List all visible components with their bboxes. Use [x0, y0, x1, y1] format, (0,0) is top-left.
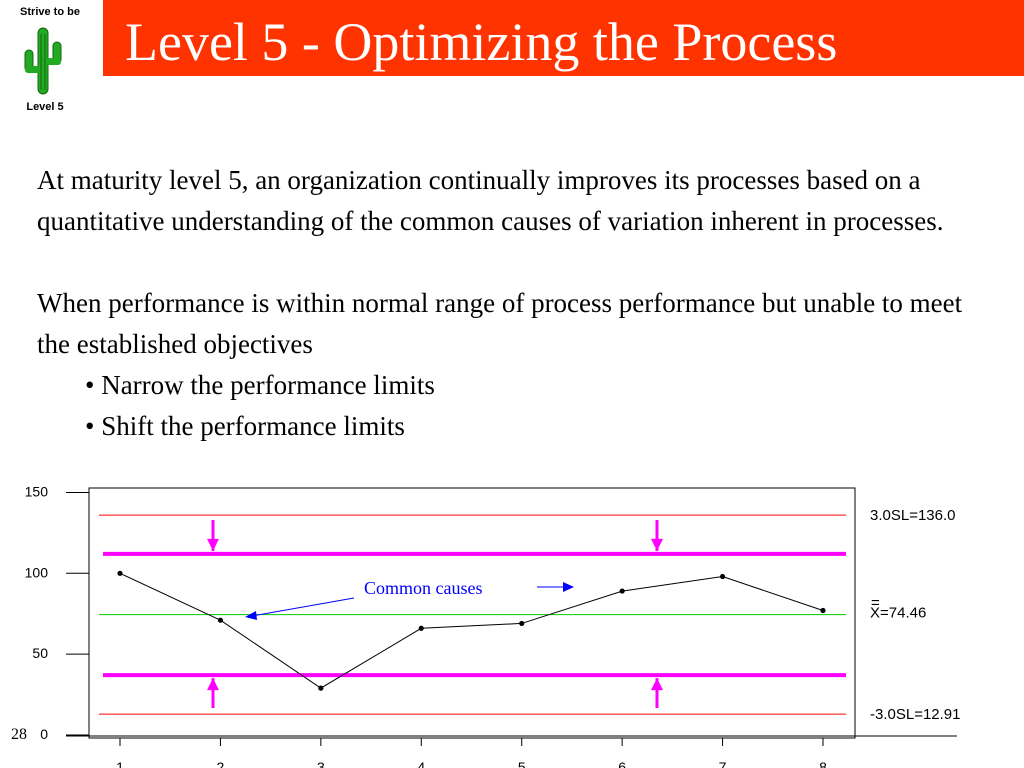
x-tick-label: 3 — [317, 759, 325, 768]
data-point — [217, 617, 224, 623]
x-tick-label: 1 — [116, 759, 124, 768]
data-point — [117, 570, 123, 576]
mean-label: X=74.46 — [870, 605, 926, 622]
y-tick-label: 100 — [25, 564, 49, 580]
x-tick-label: 6 — [618, 759, 626, 768]
annotation-arrow-right-head — [563, 582, 574, 592]
arrow-down-right-head — [651, 538, 663, 551]
plot-frame — [88, 487, 856, 739]
x-tick-label: 4 — [417, 759, 425, 768]
arrow-up-left-head — [207, 678, 219, 691]
annotation-label: Common causes — [364, 578, 483, 598]
x-tick-label: 7 — [719, 759, 727, 768]
logo: Strive to be Level 5 — [0, 0, 100, 118]
x-tick-label: 8 — [819, 759, 827, 768]
x-tick-label: 5 — [518, 759, 526, 768]
lcl-label: -3.0SL=12.91 — [870, 706, 961, 723]
logo-bottom-text: Level 5 — [26, 101, 64, 113]
annotation-arrow-left — [251, 597, 355, 617]
cactus-icon — [24, 27, 62, 95]
y-tick-label: 0 — [40, 726, 48, 742]
data-point — [820, 607, 826, 614]
bullet-narrow: • Narrow the performance limits — [85, 370, 435, 400]
arrow-up-right-head — [651, 678, 663, 691]
bullet-shift: • Shift the performance limits — [85, 411, 405, 441]
paragraph-1: At maturity level 5, an organization con… — [37, 165, 944, 236]
x-tick-label: 2 — [217, 759, 225, 768]
series-line — [119, 572, 824, 689]
data-point — [519, 620, 525, 627]
slide-title: Level 5 - Optimizing the Process — [125, 12, 838, 72]
y-tick-label: 150 — [25, 483, 49, 499]
data-point — [619, 588, 625, 594]
y-tick-label: 50 — [32, 645, 48, 661]
body-text: At maturity level 5, an organization con… — [37, 160, 977, 447]
ucl-label: 3.0SL=136.0 — [870, 507, 956, 524]
data-point — [719, 573, 726, 580]
title-bar — [103, 0, 1024, 76]
data-point — [318, 685, 324, 691]
arrow-down-left-head — [207, 538, 219, 551]
data-point — [418, 625, 424, 631]
paragraph-2: When performance is within normal range … — [37, 288, 963, 359]
page-number: 28 — [11, 726, 27, 743]
annotation-arrow-left-head — [245, 611, 257, 620]
logo-top-text: Strive to be — [20, 6, 80, 18]
mean-label-bar: = — [871, 595, 880, 612]
